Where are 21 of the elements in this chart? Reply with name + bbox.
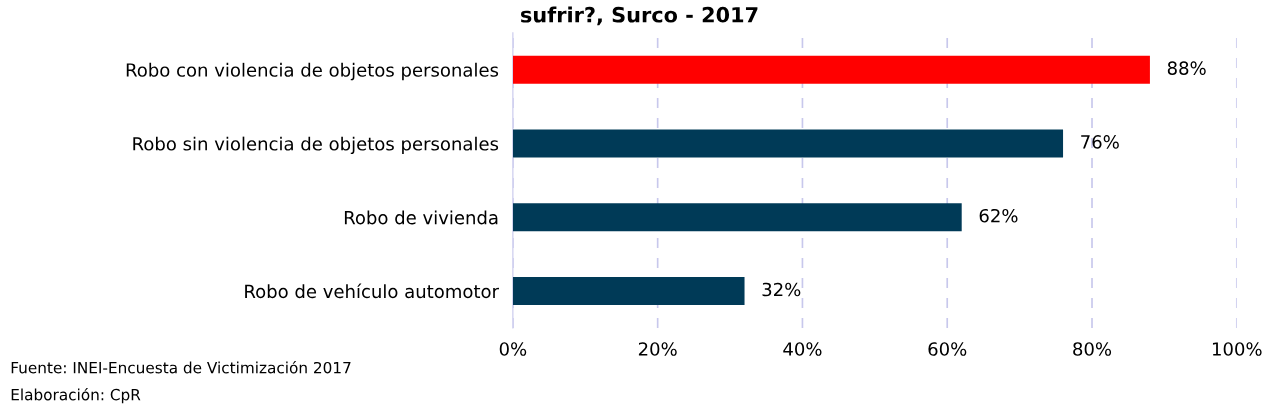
text: Elaboración: CpR — [11, 387, 141, 404]
data-label: 32% — [762, 282, 801, 297]
x-tick-label: 80% — [1073, 342, 1112, 356]
y-tick-label: Robo de vivienda — [344, 210, 498, 225]
y-tick-label: Robo sin violencia de objetos personales — [133, 136, 499, 155]
y-tick-label: Robo de vehículo automotor — [245, 283, 499, 299]
bar — [512, 203, 962, 232]
bar — [512, 277, 745, 306]
x-tick-label: 100% — [1212, 342, 1262, 356]
x-tick-label: 0% — [499, 342, 527, 356]
source-note: Fuente: INEI-Encuesta de Victimización 2017 — [11, 361, 351, 374]
chart-title: sufrir?, Surco - 2017 — [521, 6, 758, 26]
data-label: 76% — [1081, 135, 1119, 149]
bar — [512, 129, 1064, 158]
y-tick-label: Robo con violencia de objetos personales — [126, 62, 499, 81]
bar — [512, 55, 1150, 84]
x-tick-label: 60% — [928, 342, 967, 356]
data-label: 88% — [1167, 61, 1206, 75]
data-label: 62% — [979, 208, 1018, 223]
x-tick-label: 40% — [783, 342, 822, 356]
x-tick-label: 20% — [638, 342, 677, 356]
